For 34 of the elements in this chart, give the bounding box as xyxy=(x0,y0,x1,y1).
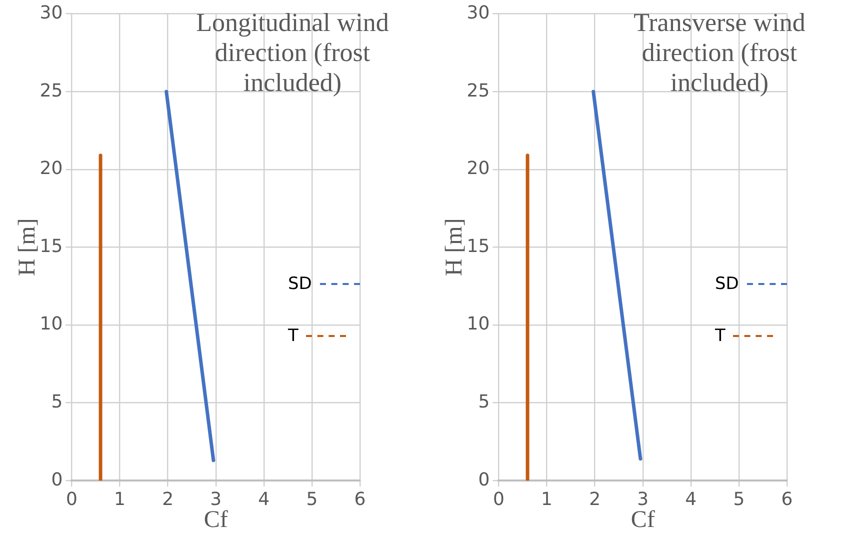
y-tick-label: 25 xyxy=(466,80,490,102)
y-tick-label: 5 xyxy=(51,391,63,412)
x-tick-label: 5 xyxy=(306,489,318,510)
y-axis-title: H [m] xyxy=(14,218,41,276)
y-tick-label: 25 xyxy=(40,80,63,102)
legend-label: SD xyxy=(715,274,739,294)
x-tick-label: 4 xyxy=(258,489,270,510)
y-tick-label: 5 xyxy=(478,391,490,412)
x-tick-label: 2 xyxy=(162,489,174,510)
y-tick-label: 0 xyxy=(478,469,490,490)
text: Transverse wind direction (frost included) xyxy=(632,8,806,98)
x-tick-label: 1 xyxy=(541,489,552,510)
x-tick-label: 5 xyxy=(733,489,745,510)
y-tick-label: 30 xyxy=(40,2,63,24)
x-tick-label: 6 xyxy=(781,489,793,510)
y-axis-title: H [m] xyxy=(442,218,468,276)
x-tick-label: 1 xyxy=(114,489,126,510)
legend-label: T xyxy=(715,326,726,346)
y-tick-label: 20 xyxy=(40,158,63,180)
x-tick-label: 0 xyxy=(66,489,78,510)
y-tick-label: 15 xyxy=(40,236,63,257)
x-tick-label: 6 xyxy=(354,489,366,510)
x-tick-label: 2 xyxy=(589,489,601,510)
y-tick-label: 10 xyxy=(40,314,63,335)
x-tick-label: 4 xyxy=(685,489,697,510)
y-tick-label: 30 xyxy=(466,2,490,24)
y-tick-label: 0 xyxy=(51,469,63,490)
y-tick-label: 10 xyxy=(466,314,490,335)
legend-label: T xyxy=(288,326,298,346)
y-tick-label: 15 xyxy=(466,236,490,257)
x-tick-label: 0 xyxy=(492,489,504,510)
y-tick-label: 20 xyxy=(466,158,490,180)
text: Longitudinal wind direction (frost included) xyxy=(195,8,390,98)
legend-label: SD xyxy=(288,274,312,294)
